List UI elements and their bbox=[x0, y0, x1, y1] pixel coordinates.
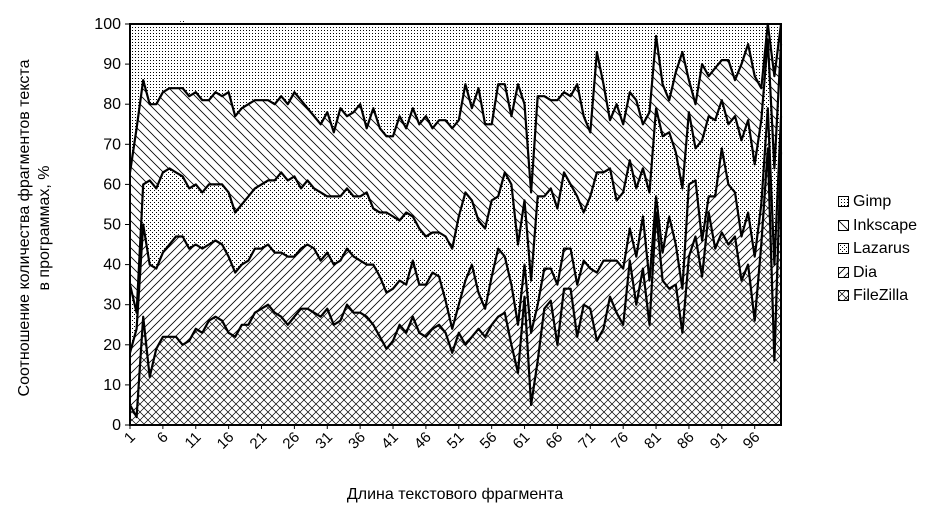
x-tick-label: 41 bbox=[378, 429, 402, 453]
legend-label-dia: Dia bbox=[853, 263, 878, 281]
x-tick-label: 36 bbox=[345, 429, 369, 453]
y-tick-label: 100 bbox=[94, 16, 121, 33]
x-tick-label: 1 bbox=[121, 429, 139, 447]
x-axis: 1 6 11 16 21 26 31 36 41 46 51 56 61 66 71 76 81 86 91 96 bbox=[121, 425, 764, 453]
y-axis-title-line-2: в программах, % bbox=[36, 165, 53, 290]
x-tick-label: 31 bbox=[312, 429, 336, 453]
y-axis-title-line-1: Соотношение количества фрагментов текста bbox=[16, 59, 33, 396]
legend-label-gimp: Gimp bbox=[853, 193, 892, 210]
legend-swatch-lazarus bbox=[838, 243, 849, 255]
y-tick-label: 40 bbox=[103, 257, 121, 274]
x-tick-label: 51 bbox=[444, 429, 468, 453]
y-tick-label: 20 bbox=[103, 337, 121, 354]
x-tick-label: 61 bbox=[510, 429, 534, 453]
area-lazarus bbox=[130, 40, 781, 353]
legend-label-filezilla: FileZilla bbox=[853, 287, 909, 304]
boundary-line-dia bbox=[128, 107, 783, 354]
boundary-line-inkscape bbox=[128, 22, 783, 194]
y-tick-label: 30 bbox=[103, 297, 121, 314]
x-tick-label: 16 bbox=[214, 429, 238, 453]
x-tick-label: 86 bbox=[674, 429, 698, 453]
x-tick-label: 6 bbox=[154, 429, 172, 447]
legend-item-lazarus: Lazarus bbox=[838, 237, 917, 261]
y-tick-label: 10 bbox=[103, 377, 121, 394]
y-tick-label: 50 bbox=[103, 217, 121, 234]
x-axis-title: Длина текстового фрагмента bbox=[347, 486, 563, 503]
y-tick-label: 80 bbox=[103, 96, 121, 113]
legend-label-lazarus: Lazarus bbox=[853, 240, 910, 257]
legend-item-inkscape: Inkscape bbox=[838, 214, 917, 238]
series-areas bbox=[130, 20, 781, 426]
legend-swatch-gimp bbox=[838, 196, 849, 208]
legend-swatch-inkscape bbox=[838, 219, 849, 231]
area-filezilla bbox=[130, 148, 781, 426]
legend-swatch-filezilla bbox=[838, 290, 849, 302]
x-tick-label: 91 bbox=[707, 429, 731, 453]
x-tick-label: 81 bbox=[641, 429, 665, 453]
legend-swatch-dia bbox=[838, 266, 849, 278]
y-tick-label: 90 bbox=[103, 56, 121, 73]
series-boundary-lines bbox=[128, 22, 783, 419]
legend-item-filezilla: FileZilla bbox=[838, 284, 917, 308]
boundary-line-lazarus bbox=[128, 38, 783, 314]
x-tick-label: 21 bbox=[247, 429, 271, 453]
boundary-line-filezilla bbox=[129, 147, 783, 419]
x-tick-label: 71 bbox=[575, 429, 599, 453]
y-tick-label: 70 bbox=[103, 136, 121, 153]
y-axis: 0 10 20 30 40 50 60 70 80 90 100 bbox=[94, 16, 130, 434]
y-tick-label: 60 bbox=[103, 176, 121, 193]
y-tick-label: 0 bbox=[112, 417, 121, 434]
legend-label-inkscape: Inkscape bbox=[853, 216, 918, 234]
x-tick-label: 26 bbox=[279, 429, 303, 453]
legend-item-dia: Dia bbox=[838, 261, 917, 285]
x-tick-label: 11 bbox=[182, 429, 205, 452]
x-tick-label: 76 bbox=[608, 429, 632, 453]
x-tick-label: 66 bbox=[542, 429, 566, 453]
legend-item-gimp: Gimp bbox=[838, 190, 917, 214]
area-gimp bbox=[130, 20, 781, 193]
area-dia bbox=[130, 108, 781, 417]
x-tick-label: 56 bbox=[477, 429, 501, 453]
y-axis-title: Соотношение количества фрагментов текста… bbox=[16, 59, 53, 396]
x-tick-label: 46 bbox=[411, 429, 435, 453]
chart-legend: Gimp Inkscape Lazarus Dia FileZilla bbox=[838, 190, 917, 308]
x-tick-label: 96 bbox=[740, 429, 764, 453]
